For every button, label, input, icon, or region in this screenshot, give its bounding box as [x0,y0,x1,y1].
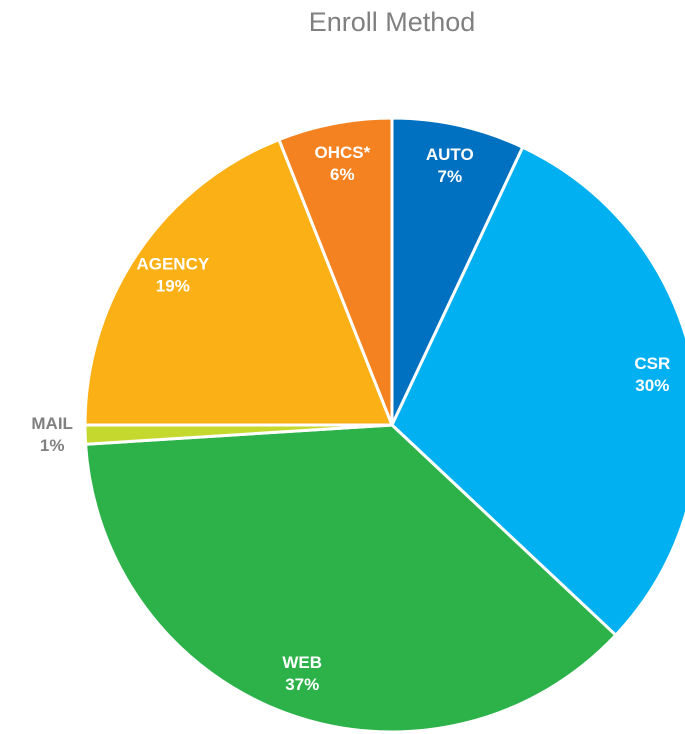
slice-value-label: 7% [438,167,463,186]
slice-label: MAIL [31,414,73,433]
slice-label: AUTO [426,145,474,164]
pie-slice [390,116,525,426]
slice-label: OHCS* [314,143,370,162]
pie-slice [84,423,618,734]
slice-value-label: 37% [285,675,319,694]
pie-slice [277,116,394,426]
slice-label: WEB [282,653,322,672]
slice-value-label: 6% [330,165,355,184]
slice-label: AGENCY [136,255,209,274]
slice-label: CSR [634,354,670,373]
slice-value-label: 19% [156,277,190,296]
slice-value-label: 1% [40,436,65,455]
pie-slice [390,145,685,638]
slice-value-label: 30% [635,376,669,395]
pie-slice [83,137,395,427]
chart-title: Enroll Method [309,7,476,37]
